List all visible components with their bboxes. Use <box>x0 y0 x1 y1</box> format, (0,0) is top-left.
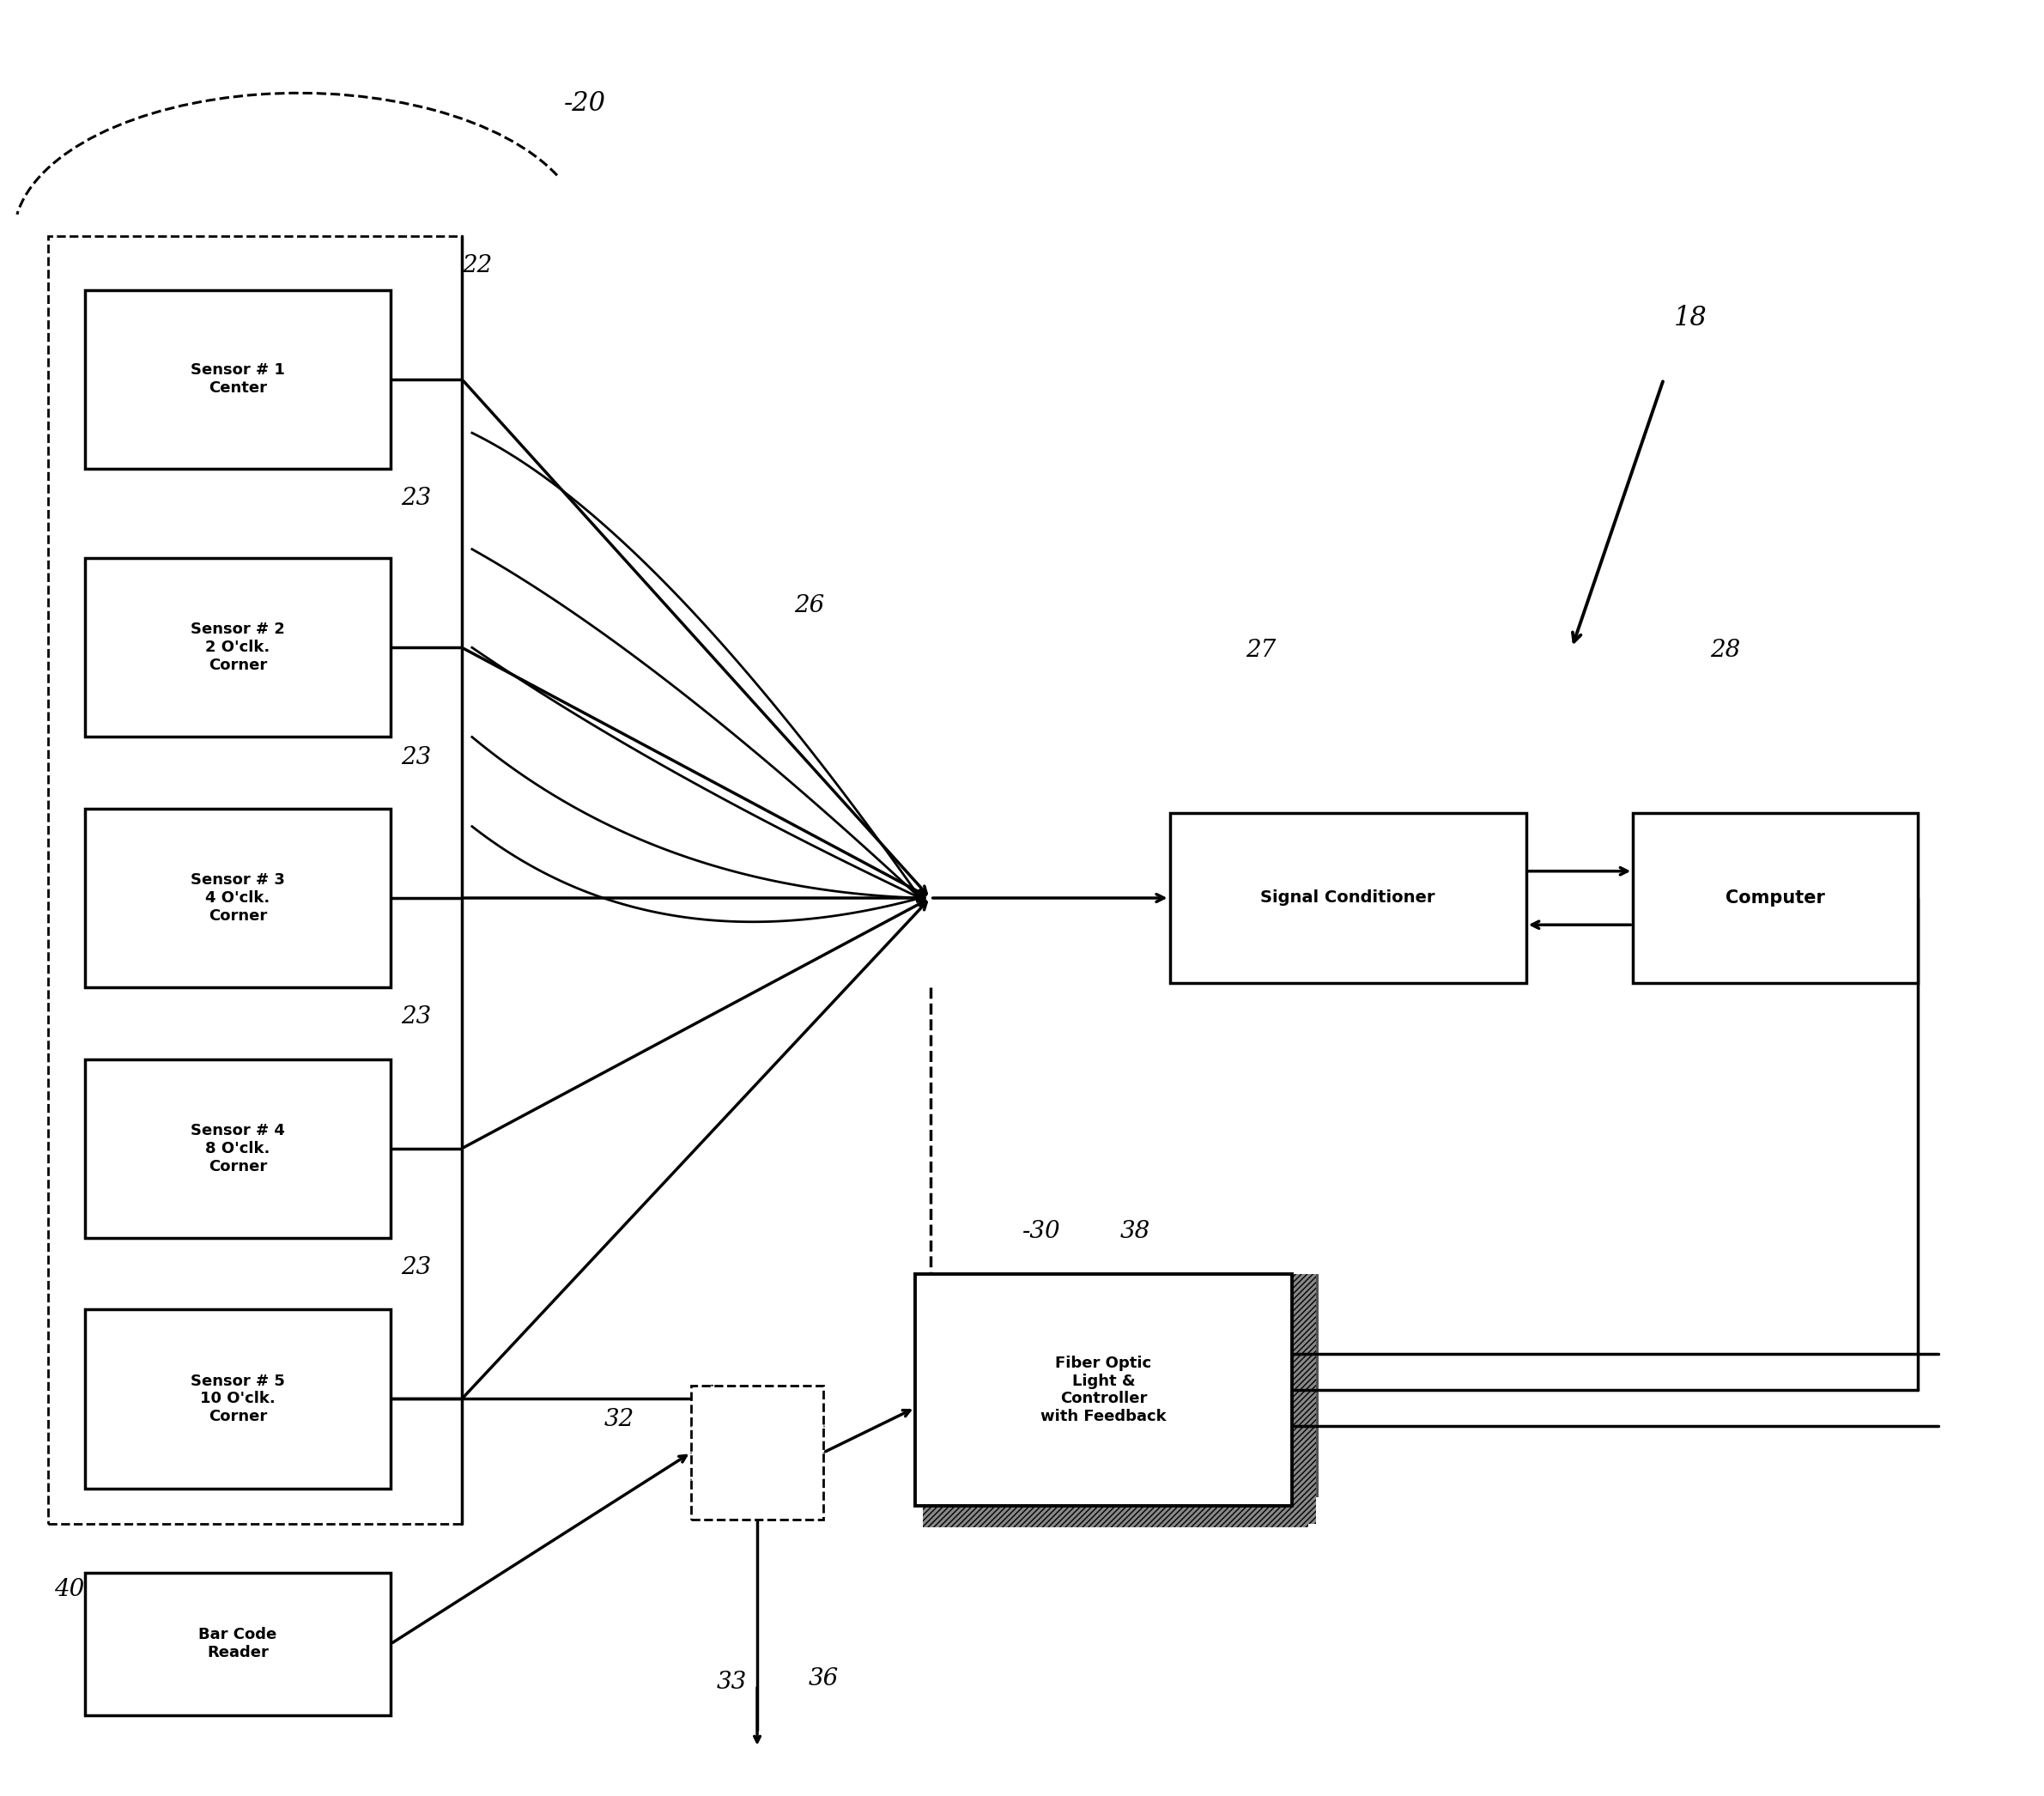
Bar <box>691 1385 824 1519</box>
Text: Sensor # 3
4 O'clk.
Corner: Sensor # 3 4 O'clk. Corner <box>190 873 284 923</box>
Text: 23: 23 <box>401 745 431 769</box>
Bar <box>86 289 390 469</box>
Text: Sensor # 1
Center: Sensor # 1 Center <box>190 363 284 395</box>
Bar <box>1292 1273 1316 1525</box>
Text: 18: 18 <box>1674 305 1707 332</box>
Text: 38: 38 <box>1120 1219 1151 1243</box>
Text: 33: 33 <box>717 1670 746 1694</box>
Bar <box>1169 814 1527 982</box>
Text: Fiber Optic
Light &
Controller
with Feedback: Fiber Optic Light & Controller with Feed… <box>1040 1356 1167 1424</box>
Text: -30: -30 <box>1022 1219 1061 1243</box>
Text: Signal Conditioner: Signal Conditioner <box>1261 889 1435 907</box>
Bar <box>926 1503 1292 1525</box>
Bar <box>916 1273 1292 1507</box>
Bar <box>1633 814 1917 982</box>
Text: 23: 23 <box>401 1006 431 1029</box>
Bar <box>1298 1273 1318 1498</box>
Text: 23: 23 <box>401 1255 431 1279</box>
Text: 28: 28 <box>1711 638 1741 661</box>
Bar <box>86 1060 390 1237</box>
Bar <box>49 235 462 1525</box>
Text: 26: 26 <box>793 594 824 618</box>
Text: 32: 32 <box>605 1408 636 1431</box>
Text: Sensor # 5
10 O'clk.
Corner: Sensor # 5 10 O'clk. Corner <box>190 1374 284 1424</box>
Text: Bar Code
Reader: Bar Code Reader <box>198 1627 278 1661</box>
Text: 27: 27 <box>1247 638 1275 661</box>
Bar <box>86 808 390 988</box>
Text: -20: -20 <box>564 90 605 117</box>
Text: Sensor # 4
8 O'clk.
Corner: Sensor # 4 8 O'clk. Corner <box>190 1122 284 1175</box>
Text: 22: 22 <box>462 253 493 277</box>
Bar <box>924 1505 1308 1528</box>
Text: Computer: Computer <box>1725 889 1825 907</box>
Text: 36: 36 <box>807 1667 838 1690</box>
Bar <box>86 559 390 736</box>
Text: Sensor # 2
2 O'clk.
Corner: Sensor # 2 2 O'clk. Corner <box>190 621 284 674</box>
Bar <box>86 1309 390 1489</box>
Bar <box>86 1572 390 1715</box>
Text: 40: 40 <box>55 1577 84 1600</box>
Text: 23: 23 <box>401 487 431 510</box>
